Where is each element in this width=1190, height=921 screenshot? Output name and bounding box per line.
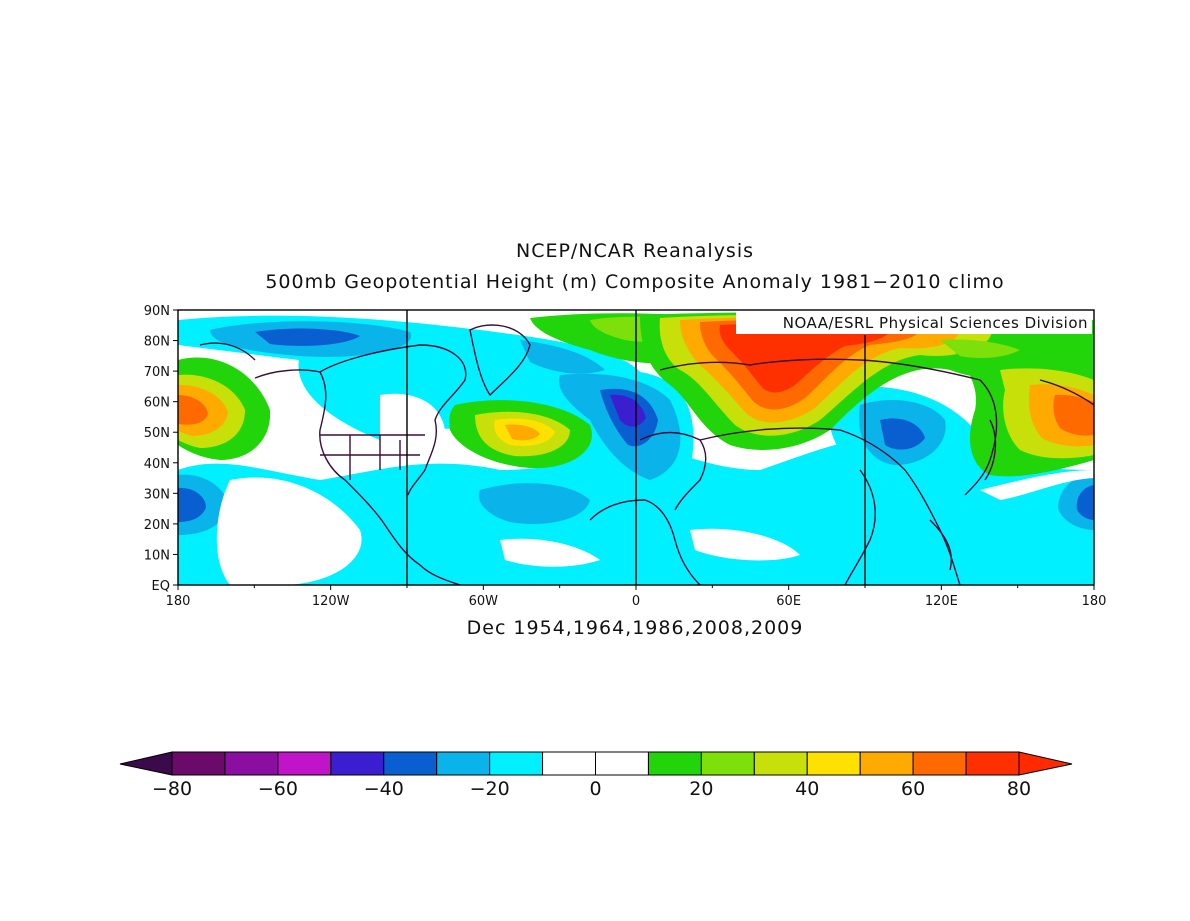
colorbar-label: 40 <box>795 778 819 800</box>
longitude-labels: 180 120W 60W 0 60E 120E 180 <box>166 594 1107 609</box>
colorbar-box <box>277 751 332 776</box>
lon-label: 120E <box>925 594 958 609</box>
colorbar-box <box>224 751 279 776</box>
lat-label: 20N <box>144 518 170 533</box>
colorbar-box <box>436 751 491 776</box>
lat-label: 90N <box>144 304 170 319</box>
latitude-labels: 90N 80N 70N 60N 50N 40N 30N 20N 10N EQ <box>144 304 170 594</box>
colorbar-box <box>700 751 755 776</box>
colorbar-box <box>542 751 596 776</box>
colorbar-box <box>383 751 438 776</box>
colorbar-box <box>171 751 226 776</box>
lon-label: 120W <box>312 594 350 609</box>
lon-label: 60E <box>776 594 801 609</box>
lat-label: 60N <box>144 396 170 411</box>
colorbar-box <box>489 751 544 776</box>
colorbar-high-arrow <box>1018 751 1073 776</box>
colorbar-low-arrow <box>119 751 173 776</box>
lat-label: 30N <box>144 487 170 502</box>
lat-label: 70N <box>144 365 170 380</box>
colorbar-label: −60 <box>258 778 298 800</box>
colorbar-labels: −80 −60 −40 −20 0 20 40 60 80 <box>152 778 1031 800</box>
colorbar-label: 20 <box>689 778 713 800</box>
lat-label: 80N <box>144 335 170 350</box>
lon-label: 180 <box>1082 594 1107 609</box>
colorbar-box <box>753 751 808 776</box>
lat-label: 50N <box>144 426 170 441</box>
axis-ticks <box>173 309 1095 590</box>
lat-label: EQ <box>152 579 170 594</box>
colorbar-label: −20 <box>470 778 510 800</box>
chart-title: NCEP/NCAR Reanalysis <box>515 240 755 262</box>
lon-label: 180 <box>166 594 191 609</box>
coastlines <box>199 324 1094 585</box>
colorbar-label: 80 <box>1007 778 1031 800</box>
chart-subtitle: 500mb Geopotential Height (m) Composite … <box>265 271 1005 293</box>
colorbar-box <box>647 751 702 776</box>
colorbar-box <box>330 751 385 776</box>
lon-label: 60W <box>469 594 499 609</box>
colorbar-box <box>806 751 861 776</box>
colorbar-label: −40 <box>364 778 404 800</box>
colorbar-label: 0 <box>589 778 601 800</box>
credit-label: NOAA/ESRL Physical Sciences Division <box>736 312 1092 334</box>
colorbar-boxes <box>171 751 1020 776</box>
lon-label: 0 <box>632 594 640 609</box>
colorbar-label: −80 <box>152 778 192 800</box>
colorbar-label: 60 <box>901 778 925 800</box>
colorbar-box <box>859 751 914 776</box>
colorbar-box <box>912 751 967 776</box>
colorbar-box <box>965 751 1020 776</box>
lat-label: 10N <box>144 548 170 563</box>
colorbar-box <box>595 751 649 776</box>
lat-label: 40N <box>144 457 170 472</box>
date-caption: Dec 1954,1964,1986,2008,2009 <box>466 617 804 639</box>
grid-lines <box>406 310 866 585</box>
